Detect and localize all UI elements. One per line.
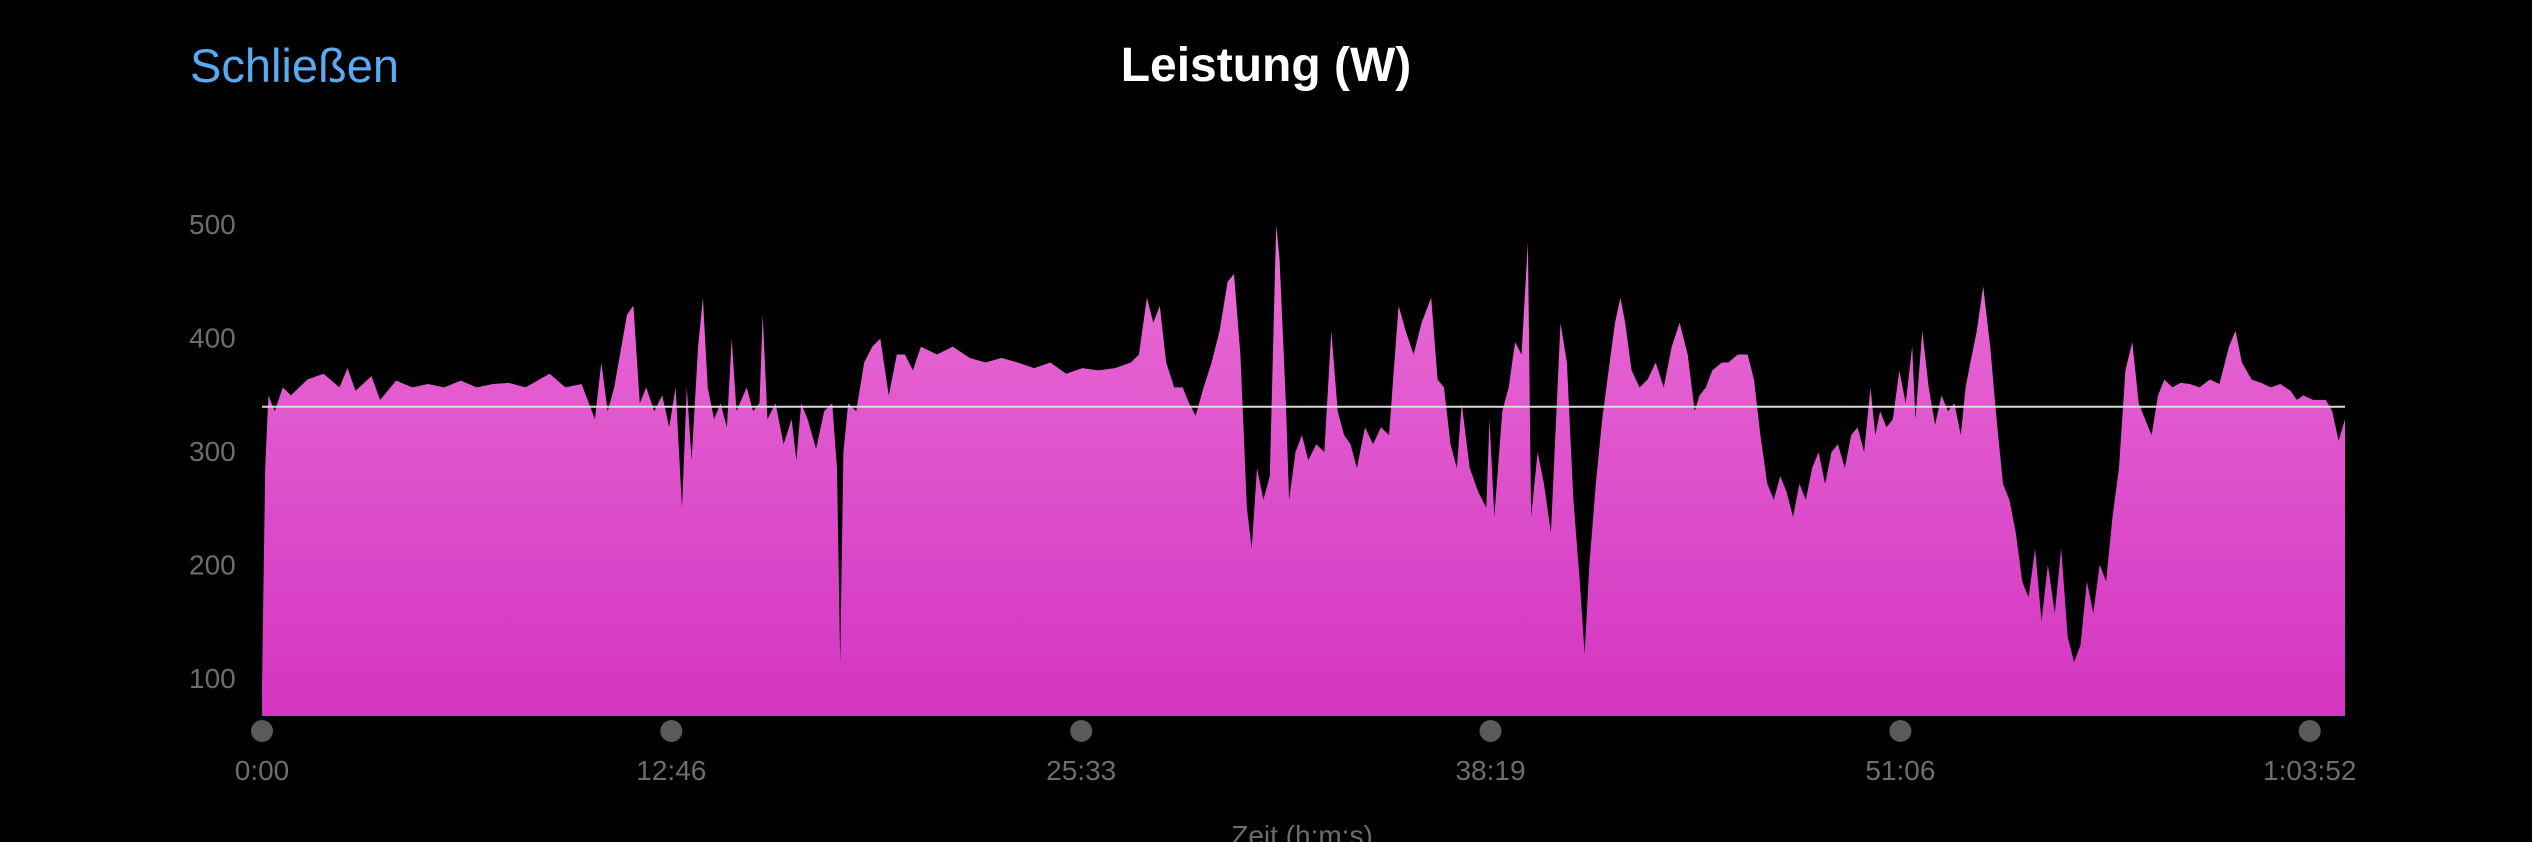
y-tick-label: 100 — [189, 663, 236, 694]
x-tick-marker[interactable] — [1889, 720, 1912, 742]
x-tick-label: 12:46 — [636, 755, 706, 786]
x-tick-label: 0:00 — [235, 755, 290, 786]
y-tick-label: 500 — [189, 209, 236, 240]
x-tick-marker[interactable] — [1479, 720, 1502, 742]
x-tick-label: 1:03:52 — [2263, 755, 2356, 786]
x-tick-marker[interactable] — [2298, 720, 2321, 742]
y-tick-label: 400 — [189, 323, 236, 354]
x-tick-label: 38:19 — [1455, 755, 1525, 786]
x-tick-marker[interactable] — [251, 720, 273, 742]
x-axis-title: Zeit (h:m:s) — [1231, 820, 1373, 842]
x-tick-label: 51:06 — [1865, 755, 1935, 786]
x-tick-marker[interactable] — [660, 720, 683, 742]
y-tick-label: 200 — [189, 550, 236, 581]
power-area-series — [262, 225, 2345, 716]
close-button[interactable]: Schließen — [190, 39, 399, 92]
page-title: Leistung (W) — [1120, 39, 1412, 92]
x-tick-label: 25:33 — [1046, 755, 1116, 786]
y-tick-label: 300 — [189, 436, 236, 467]
x-tick-marker[interactable] — [1070, 720, 1093, 742]
